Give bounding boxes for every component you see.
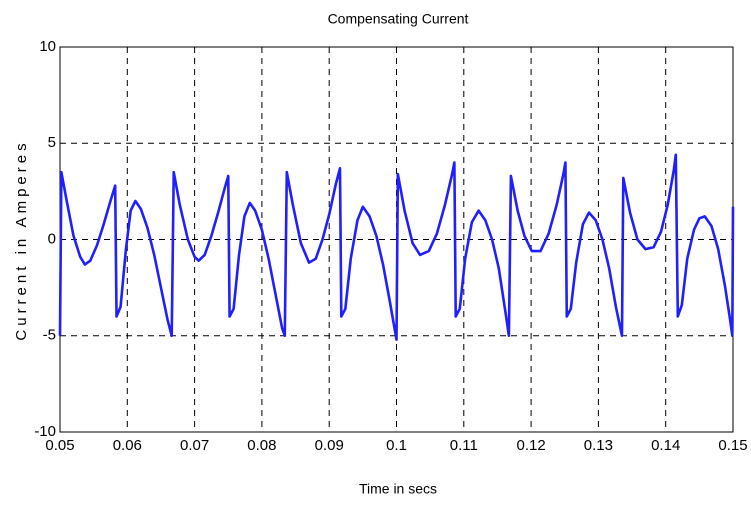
chart-title: Compensating Current [328,11,469,27]
x-tick-label: 0.11 [450,437,478,454]
y-tick-label: 5 [48,134,56,151]
y-tick-label: -10 [34,423,56,440]
x-tick-label: 0.08 [247,437,276,454]
x-tick-label: 0.1 [386,437,407,454]
y-tick-label: -5 [43,327,56,344]
y-tick-label: 0 [48,230,56,247]
x-tick-label: 0.06 [113,437,142,454]
y-tick-label: 10 [39,38,56,55]
x-tick-label: 0.07 [180,437,209,454]
data-line [58,153,735,341]
x-tick-label: 0.14 [651,437,680,454]
x-tick-label: 0.15 [718,437,747,454]
x-tick-label: 0.09 [315,437,344,454]
x-axis-label: Time in secs [359,481,437,497]
y-axis-label: Current in Amperes [13,139,30,340]
x-tick-label: 0.12 [516,437,545,454]
x-tick-label: 0.05 [45,437,74,454]
x-tick-label: 0.13 [584,437,613,454]
